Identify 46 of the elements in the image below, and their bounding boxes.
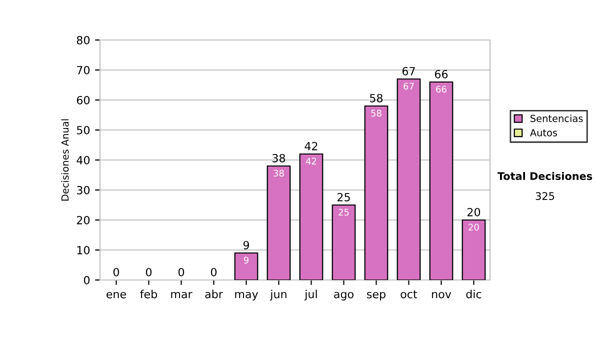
x-tick-label: nov (432, 292, 452, 298)
y-tick-label: 10 (77, 246, 90, 254)
x-tick-label: abr (205, 290, 223, 298)
data-label: 25 (338, 208, 349, 216)
total-label: 58 (370, 94, 383, 102)
x-tick-label: feb (140, 290, 158, 298)
data-label: 20 (468, 224, 479, 231)
x-tick-label: ago (334, 292, 354, 300)
total-label: 66 (434, 70, 448, 78)
data-label: 38 (274, 170, 284, 177)
y-axis-title: Decisiones Anual (61, 119, 69, 201)
x-tick-label: jul (304, 290, 317, 300)
total-label: 25 (337, 192, 350, 202)
total-label: 0 (178, 268, 184, 276)
x-tick-label: ene (106, 292, 126, 298)
total-label: 20 (467, 208, 480, 216)
total-label: 0 (146, 268, 152, 276)
data-label: 42 (306, 158, 316, 164)
x-tick-label: may (235, 292, 258, 300)
y-tick-label: 40 (76, 156, 90, 164)
data-label: 58 (371, 110, 382, 117)
y-tick-label: 30 (76, 186, 90, 194)
total-label: 9 (243, 240, 250, 250)
total-label: 42 (304, 142, 318, 150)
text: 325 (536, 192, 554, 200)
y-tick-label: 70 (77, 66, 90, 74)
x-tick-label: oct (400, 290, 418, 298)
total-label: 0 (113, 268, 120, 276)
data-label: 9 (244, 256, 248, 264)
x-tick-label: jun (270, 290, 286, 300)
data-label: 66 (436, 86, 446, 93)
data-label: 67 (404, 82, 414, 90)
y-tick-label: 20 (76, 216, 90, 224)
y-tick-label: 60 (76, 96, 90, 104)
legend-label: Autos (530, 129, 558, 136)
x-tick-label: mar (171, 292, 192, 298)
total-label: 0 (210, 268, 217, 276)
total-label: 38 (272, 154, 286, 162)
total-label: 67 (402, 66, 415, 76)
y-tick-label: 80 (76, 36, 90, 44)
y-tick-label: 50 (76, 126, 90, 134)
x-tick-label: dic (466, 290, 482, 298)
legend-label: Sentencias (530, 114, 583, 122)
x-tick-label: sep (367, 292, 386, 300)
text: Total Decisiones (497, 172, 592, 180)
y-tick-label: 0 (84, 276, 90, 284)
